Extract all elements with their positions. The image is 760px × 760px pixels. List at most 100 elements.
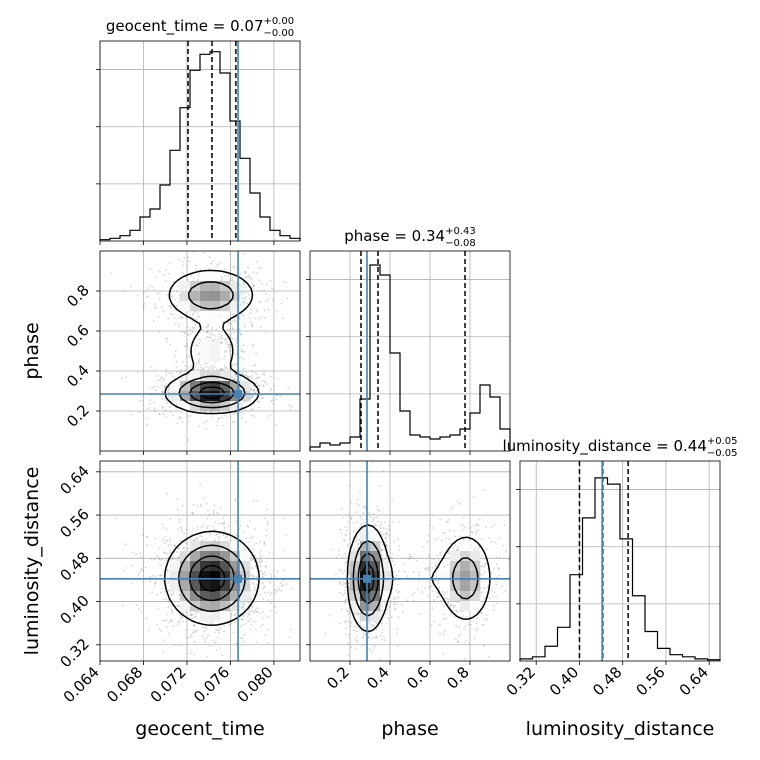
sample-point xyxy=(349,624,352,627)
sample-point xyxy=(255,542,258,545)
sample-point xyxy=(142,395,145,397)
sample-point xyxy=(197,611,200,614)
sample-point xyxy=(180,526,182,528)
sample-point xyxy=(274,575,276,578)
sample-point xyxy=(201,535,204,538)
sample-point xyxy=(151,387,154,389)
sample-point xyxy=(207,324,210,327)
sample-point xyxy=(348,572,350,575)
title-minus-error: −0.08 xyxy=(445,238,476,249)
sample-point xyxy=(206,527,209,530)
sample-point xyxy=(338,549,340,552)
sample-point xyxy=(260,394,263,397)
sample-point xyxy=(481,573,484,576)
sample-point xyxy=(240,356,243,359)
density-cell xyxy=(450,551,461,562)
sample-point xyxy=(344,526,346,529)
sample-point xyxy=(213,509,216,512)
sample-point xyxy=(187,367,189,369)
sample-point xyxy=(385,544,388,547)
sample-point xyxy=(158,316,161,318)
density-cell xyxy=(360,591,371,602)
sample-point xyxy=(142,305,145,308)
sample-point xyxy=(216,420,219,423)
density-cell xyxy=(200,611,211,622)
sample-point xyxy=(255,600,258,603)
sample-point xyxy=(187,260,190,262)
sample-point xyxy=(174,350,177,353)
sample-point xyxy=(141,533,144,536)
density-cell xyxy=(220,291,231,302)
sample-point xyxy=(167,582,169,584)
sample-point xyxy=(484,563,487,566)
sample-point xyxy=(253,554,256,557)
sample-point xyxy=(253,285,255,288)
sample-point xyxy=(362,635,365,638)
sample-point xyxy=(221,522,224,525)
sample-point xyxy=(435,561,438,563)
sample-point xyxy=(389,575,392,578)
density-cell xyxy=(450,591,461,602)
sample-point xyxy=(368,648,371,651)
sample-point xyxy=(130,564,133,567)
sample-point xyxy=(171,608,173,611)
sample-point xyxy=(238,316,241,319)
sample-point xyxy=(183,331,186,334)
sample-point xyxy=(380,605,383,608)
density-cell xyxy=(200,371,211,382)
sample-point xyxy=(225,341,227,343)
sample-point xyxy=(162,379,165,381)
sample-point xyxy=(391,520,394,523)
contour-line xyxy=(198,564,226,592)
sample-point xyxy=(234,363,236,365)
sample-point xyxy=(251,325,254,328)
sample-point xyxy=(232,377,234,380)
sample-point xyxy=(354,529,357,532)
sample-point xyxy=(206,525,209,528)
sample-point xyxy=(160,630,162,632)
sample-point xyxy=(254,609,257,612)
sample-point xyxy=(353,612,356,615)
density-cell xyxy=(360,541,371,552)
sample-point xyxy=(220,367,223,370)
density-cell xyxy=(210,581,221,592)
sample-point xyxy=(496,602,498,605)
sample-point xyxy=(216,264,219,266)
sample-point xyxy=(313,568,315,570)
sample-point xyxy=(472,496,475,499)
sample-point xyxy=(493,524,495,527)
sample-point xyxy=(270,609,273,612)
sample-point xyxy=(239,376,242,378)
sample-point xyxy=(189,328,192,331)
sample-point xyxy=(430,585,433,588)
sample-point xyxy=(385,536,388,539)
histogram-luminosity_distance xyxy=(519,477,721,661)
sample-point xyxy=(239,538,242,541)
sample-point xyxy=(433,620,436,623)
sample-point xyxy=(235,534,238,536)
sample-point xyxy=(161,391,164,394)
sample-point xyxy=(208,336,211,339)
density-cell xyxy=(200,381,211,392)
sample-point xyxy=(437,579,440,582)
sample-point xyxy=(165,374,168,376)
sample-point xyxy=(242,358,245,361)
sample-point xyxy=(211,416,213,419)
sample-point xyxy=(162,538,164,541)
sample-point xyxy=(238,356,241,359)
sample-point xyxy=(162,540,165,543)
sample-point xyxy=(241,372,244,375)
sample-point xyxy=(151,591,153,594)
density-cell xyxy=(210,271,221,282)
sample-point xyxy=(265,300,267,302)
sample-point xyxy=(393,603,396,606)
sample-point xyxy=(242,301,245,303)
sample-point xyxy=(180,539,183,542)
sample-point xyxy=(275,590,278,593)
sample-point xyxy=(242,615,245,618)
sample-point xyxy=(259,612,261,614)
sample-point xyxy=(242,301,244,303)
sample-point xyxy=(339,591,341,594)
density-cell xyxy=(460,581,471,592)
sample-point xyxy=(367,626,370,629)
